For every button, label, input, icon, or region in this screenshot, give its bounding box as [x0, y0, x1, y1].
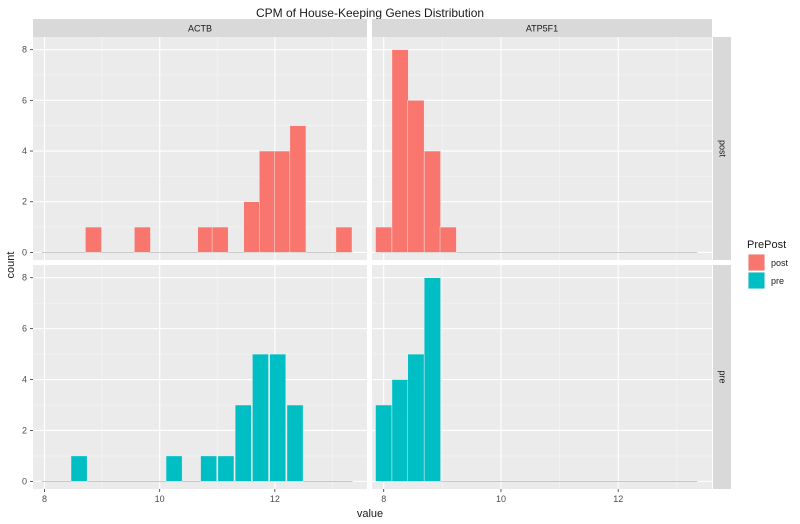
y-tick-label: 0: [22, 476, 27, 486]
facet-strip-right: [713, 265, 731, 489]
histogram-bar: [134, 226, 151, 253]
panel-actb-pre: [33, 265, 367, 489]
histogram-bar: [375, 404, 393, 482]
y-axis-label: count: [5, 252, 17, 279]
x-tick-label: 10: [496, 494, 506, 504]
y-tick-label: 2: [22, 197, 27, 207]
x-tick-label: 8: [381, 494, 386, 504]
facet-strip-top: [33, 19, 367, 37]
bars-actb-post: [41, 125, 353, 253]
histogram-bar: [423, 150, 441, 253]
x-tick-label: 12: [270, 494, 280, 504]
facet-panels: ACTB ATP5F1 post pre 0 2 4 6 8 0 2 4 6 8 8 10 12 8 10 12: [22, 19, 731, 504]
histogram-bar: [269, 353, 287, 482]
histogram-bar: [423, 277, 441, 482]
facet-strip-label: pre: [718, 370, 728, 383]
facet-strip-label: ATP5F1: [526, 24, 558, 34]
facet-strip-label: post: [718, 140, 728, 158]
histogram-bar: [70, 455, 88, 482]
facet-strip-top: [372, 19, 712, 37]
panel-background: [33, 37, 367, 260]
y-tick-label: 8: [22, 45, 27, 55]
x-axis-label: value: [357, 508, 383, 520]
legend: PrePost post pre: [747, 239, 789, 289]
panel-actb-post: [33, 37, 367, 260]
histogram-bar: [391, 49, 409, 253]
histogram-bar: [391, 379, 409, 482]
y-tick-label: 0: [22, 247, 27, 257]
y-tick-label: 2: [22, 425, 27, 435]
legend-key-post: [748, 254, 765, 271]
histogram-bar: [407, 353, 425, 482]
y-tick-label: 4: [22, 375, 27, 385]
histogram-bar: [375, 226, 393, 253]
legend-key-pre: [748, 272, 765, 289]
bars-atp5f1-post: [375, 49, 698, 253]
chart-title: CPM of House-Keeping Genes Distribution: [256, 6, 484, 20]
y-tick-label: 6: [22, 95, 27, 105]
histogram-bar: [259, 150, 276, 253]
histogram-bar: [217, 455, 235, 482]
histogram-bar: [243, 201, 261, 253]
x-tick-label: 10: [155, 494, 165, 504]
histogram-bar: [200, 455, 217, 482]
histogram-bar: [289, 125, 307, 253]
facet-strip-right: [713, 37, 731, 260]
histogram-bar: [439, 226, 457, 253]
histogram-bar: [165, 455, 183, 482]
y-tick-label: 8: [22, 273, 27, 283]
y-tick-label: 4: [22, 146, 27, 156]
x-tick-label: 12: [613, 494, 623, 504]
histogram-bar: [85, 226, 102, 253]
histogram-bar: [211, 226, 229, 253]
histogram-bar: [274, 150, 291, 253]
histogram-bar: [286, 404, 304, 482]
legend-label-pre: pre: [771, 276, 784, 286]
histogram-bar: [335, 226, 353, 253]
facet-strip-label: ACTB: [188, 24, 212, 34]
histogram-bar: [234, 404, 252, 482]
histogram-bar: [407, 100, 425, 253]
x-tick-label: 8: [42, 494, 47, 504]
bars-atp5f1-pre: [375, 277, 698, 482]
legend-title: PrePost: [747, 239, 786, 251]
histogram-bar: [252, 353, 269, 482]
bars-actb-pre: [41, 353, 353, 482]
y-tick-label: 6: [22, 324, 27, 334]
histogram-bar: [197, 226, 215, 253]
legend-label-post: post: [771, 258, 789, 268]
panel-background: [33, 265, 367, 489]
